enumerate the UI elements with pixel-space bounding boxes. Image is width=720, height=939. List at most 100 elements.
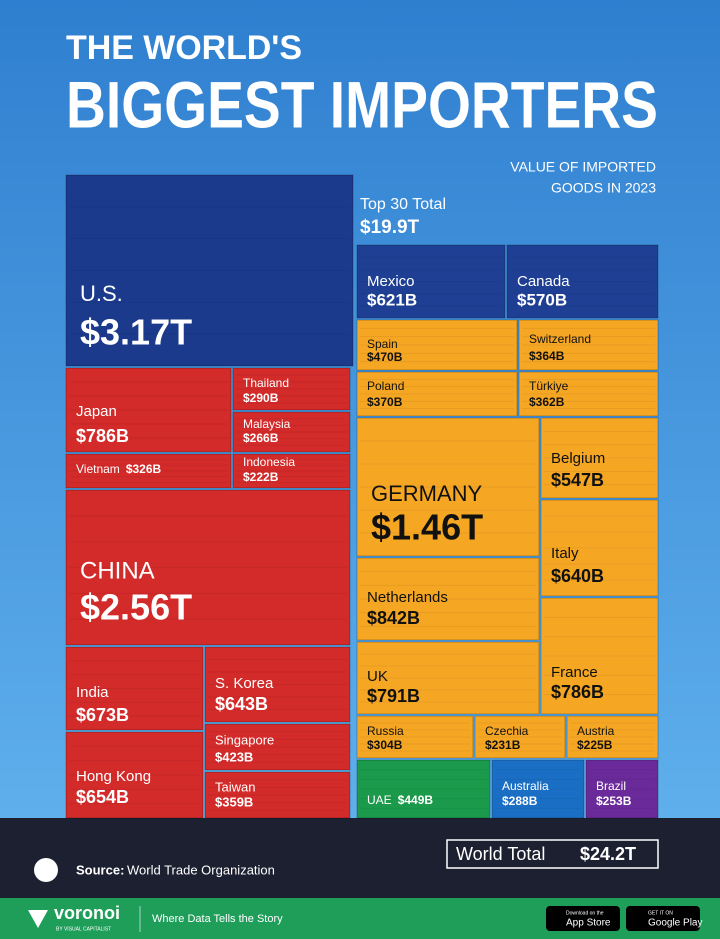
tile-name: UK xyxy=(367,668,388,685)
treemap-tile xyxy=(474,715,566,759)
tile-value: $288B xyxy=(502,794,538,808)
brand: voronoi xyxy=(54,903,120,923)
tile-value: $222B xyxy=(243,470,279,484)
ground xyxy=(0,818,720,898)
tile-value: $364B xyxy=(529,349,565,363)
tile-value: $231B xyxy=(485,738,521,752)
tile-value: $786B xyxy=(76,426,129,446)
treemap-tile xyxy=(356,319,518,371)
tile-value: $786B xyxy=(551,682,604,702)
tile-value: $3.17T xyxy=(80,312,192,353)
brand-sub: BY VISUAL CAPITALIST xyxy=(56,926,111,932)
tile-name: S. Korea xyxy=(215,675,274,692)
tile-name: U.S. xyxy=(80,281,123,306)
treemap-tile xyxy=(204,771,351,819)
tile-name: CHINA xyxy=(80,557,155,584)
tile-value: $253B xyxy=(596,794,632,808)
tile-value: $359B xyxy=(215,794,253,809)
badge-small: GET IT ON xyxy=(648,910,673,916)
tile-value: $304B xyxy=(367,738,403,752)
tile-value: $470B xyxy=(367,350,403,364)
badge-small: Download on the xyxy=(566,910,604,916)
tile-name: Australia xyxy=(502,779,549,793)
tile-value: $2.56T xyxy=(80,587,192,628)
tile-name: France xyxy=(551,664,598,681)
tile-value: $842B xyxy=(367,608,420,628)
tile-value: $326B xyxy=(126,462,162,476)
tile-name: Malaysia xyxy=(243,417,291,431)
treemap-tile xyxy=(65,174,354,367)
treemap-tile xyxy=(232,453,351,489)
tile-name: Spain xyxy=(367,337,398,351)
tagline: Where Data Tells the Story xyxy=(152,913,283,925)
treemap-tile xyxy=(356,557,540,641)
brand-logo xyxy=(28,910,48,928)
tile-value: $547B xyxy=(551,470,604,490)
tile-name: Brazil xyxy=(596,779,626,793)
tile-name: Russia xyxy=(367,724,404,738)
badge-large: App Store xyxy=(566,918,611,929)
annotation-value: $24.2T xyxy=(580,844,636,864)
tile-name: Thailand xyxy=(243,376,289,390)
source: World Trade Organization xyxy=(127,862,275,877)
treemap-tile xyxy=(356,371,518,417)
tile-value: $225B xyxy=(577,738,613,752)
treemap-tile xyxy=(65,367,232,453)
tile-name: Italy xyxy=(551,545,579,562)
tile-name: Türkiye xyxy=(529,379,569,393)
treemap-tile xyxy=(356,244,506,319)
treemap-tile xyxy=(506,244,659,319)
tile-name: Netherlands xyxy=(367,589,448,606)
tile-name: Mexico xyxy=(367,273,415,290)
tile-name: Austria xyxy=(577,724,615,738)
treemap-tile xyxy=(491,759,585,819)
annotation-label: Top 30 Total xyxy=(360,196,446,213)
treemap-tile xyxy=(356,417,540,557)
tile-value: $791B xyxy=(367,686,420,706)
tile-name: Indonesia xyxy=(243,455,295,469)
subtitle-line: GOODS IN 2023 xyxy=(551,180,656,196)
app-store-badge[interactable] xyxy=(546,906,620,931)
treemap-tile xyxy=(232,367,351,411)
tile-name: Singapore xyxy=(215,732,274,747)
treemap-tile xyxy=(65,489,351,646)
treemap-tile xyxy=(204,723,351,771)
tile-name: Canada xyxy=(517,273,570,290)
treemap-tile xyxy=(65,731,204,819)
tile-value: $654B xyxy=(76,787,129,807)
tile-name: Japan xyxy=(76,403,117,420)
world-total-box xyxy=(446,839,659,869)
tile-value: $640B xyxy=(551,566,604,586)
treemap-tile xyxy=(232,411,351,453)
treemap-tile xyxy=(566,715,659,759)
tile-value: $621B xyxy=(367,290,417,309)
source-icon xyxy=(34,858,58,882)
tile-name: GERMANY xyxy=(371,481,483,506)
tile-value: $570B xyxy=(517,290,567,309)
annotation-value: $19.9T xyxy=(360,217,420,238)
tile-value: $290B xyxy=(243,391,279,405)
tile-value: $266B xyxy=(243,431,279,445)
tile-name: Vietnam xyxy=(76,462,120,476)
treemap-tile xyxy=(204,646,351,723)
tile-value: $423B xyxy=(215,749,253,764)
tile-name: Poland xyxy=(367,379,404,393)
badge-large: Google Play xyxy=(648,918,702,929)
tile-name: UAE xyxy=(367,793,392,807)
tile-name: Czechia xyxy=(485,724,529,738)
treemap-tile xyxy=(65,453,232,489)
subtitle-line: VALUE OF IMPORTED xyxy=(510,159,656,175)
treemap-tile xyxy=(356,641,540,715)
treemap-tile xyxy=(518,371,659,417)
treemap-tile xyxy=(356,715,474,759)
tile-value: $362B xyxy=(529,395,565,409)
treemap-tile xyxy=(585,759,659,819)
tile-value: $673B xyxy=(76,705,129,725)
tile-name: Belgium xyxy=(551,450,605,467)
tile-value: $370B xyxy=(367,395,403,409)
treemap-tile xyxy=(540,499,659,597)
tile-name: Taiwan xyxy=(215,779,255,794)
annotation-label: World Total xyxy=(456,844,545,864)
google-play-badge[interactable] xyxy=(626,906,700,931)
